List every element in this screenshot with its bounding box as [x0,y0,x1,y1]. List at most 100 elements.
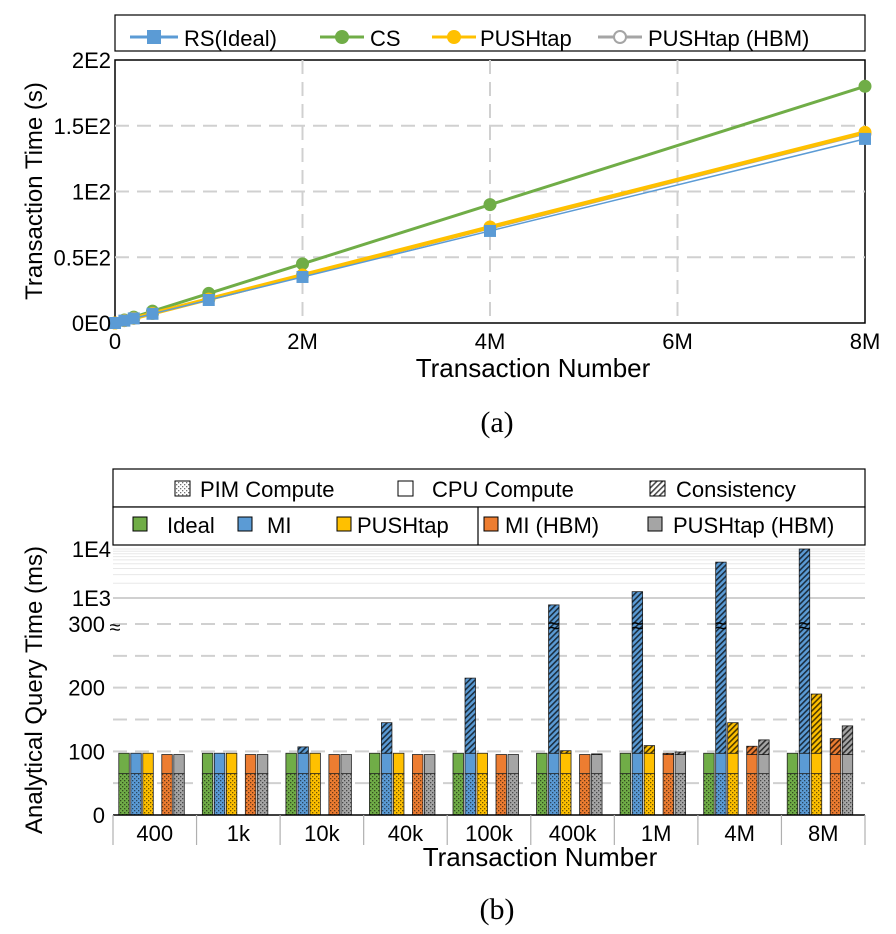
bar-cpu [381,752,393,775]
x-tick-label: 4M [724,821,755,846]
bar-cpu [703,752,715,775]
bar-consistency-pattern [297,746,309,754]
bar-pim-pattern [424,773,435,815]
bar-cpu [715,752,727,775]
bar-cpu [643,752,656,775]
bar-cpu [161,754,173,775]
x-tick-label: 6M [662,329,693,354]
bar-pim-pattern [161,773,173,815]
chart-a-x-ticks: 0 2M 4M 6M 8M [109,329,880,354]
bar-cpu [369,752,381,775]
bar-cpu [256,754,269,775]
x-tick-label: 100k [465,821,514,846]
bar-series-ideal [118,752,799,816]
bar-pim-pattern [703,773,715,815]
y-tick-label: 100 [68,739,105,764]
data-point [127,312,140,325]
bar-series-pushtap [142,693,823,816]
data-point [859,132,871,145]
bar-consistency-pattern [727,722,739,754]
bar-pim-pattern [644,773,655,815]
bar-pim-pattern [727,773,739,815]
y-tick-label: 1E4 [72,537,111,562]
y-tick-label: 0E0 [72,311,111,336]
chart-a-y-ticks: 0E0 0.5E2 1E2 1.5E2 2E2 [54,48,112,336]
bar-pim-pattern [715,773,727,815]
bar-cpu [674,754,687,775]
bar-pim-pattern [799,773,810,815]
bar-pim-pattern [620,773,631,815]
bar-cpu [579,754,591,775]
chart-b-query-time: PIM Compute CPU Compute Consistency Idea… [21,468,866,926]
bar-cpu [476,752,488,775]
legend-swatch-pushtap-hbm [647,516,663,532]
bar-cpu [297,752,309,775]
bar-consistency-pattern [632,591,643,754]
bar-pim-pattern [536,773,548,815]
bar-cpu [841,754,854,775]
x-tick-label: 1M [641,821,672,846]
legend-swatch-pushtap [336,516,352,532]
bar-pim-pattern [591,773,603,815]
legend-swatch-dots [174,480,191,497]
legend-label-pushtap-b: PUSHtap [357,513,449,538]
y-tick-label: 1E3 [72,586,111,611]
legend-label-mi: MI [267,513,291,538]
bar-pim-pattern [787,773,798,815]
bar-consistency-pattern [663,753,674,755]
bar-pim-pattern [579,773,591,815]
bar-pim-pattern [508,773,519,815]
x-tick-label: 8M [850,329,881,354]
bar-cpu [213,752,226,775]
chart-a-y-axis-label: Transaction Time (s) [21,82,48,300]
legend-item-cpu-compute: CPU Compute [397,477,574,502]
x-tick-label: 1k [227,821,251,846]
bar-consistency-pattern [548,604,560,754]
legend-item-pushtap-b: PUSHtap [336,513,449,538]
bar-pim-pattern [758,773,770,815]
bar-consistency-pattern [799,549,810,754]
legend-item-cs: CS [320,26,401,51]
bar-pim-pattern [142,773,154,815]
legend-item-ideal: Ideal [132,513,215,538]
bar-cpu [309,752,321,775]
chart-b-x-ticks: 400 1k 10k 40k 100k 400k 1M 4M 8M [112,815,866,846]
legend-item-pim-compute: PIM Compute [174,477,335,502]
y-tick-label: 300 [68,612,105,637]
x-tick-label: 40k [388,821,424,846]
data-point [118,314,131,327]
legend-marker-hollow-circle [613,30,627,44]
bar-cpu [495,754,507,775]
bar-cpu [786,752,799,775]
bar-pim-pattern [477,773,488,815]
bar-pim-pattern [369,773,380,815]
bar-pim-pattern [297,773,309,815]
bar-cpu [548,752,560,775]
data-point [483,198,497,212]
bar-cpu [328,754,340,775]
y-tick-label: 200 [68,676,105,701]
y-tick-label: 1.5E2 [54,114,112,139]
bar-consistency-pattern [842,725,853,755]
bar-cpu [810,752,823,775]
chart-a-x-axis-label: Transaction Number [416,353,651,383]
bar-cpu [536,752,548,775]
legend-swatch-mi-hbm [483,516,499,532]
bar-pim-pattern [393,773,404,815]
bar-pim-pattern [746,773,758,815]
bar-cpu [225,752,238,775]
bar-pim-pattern [214,773,225,815]
legend-item-mi: MI [237,513,291,538]
legend-label-cpu-compute: CPU Compute [432,477,574,502]
legend-swatch-plain [397,480,414,497]
bar-cpu [758,754,770,775]
legend-swatch-ideal [132,516,148,532]
bar-cpu [173,754,185,775]
legend-label-pushtap: PUSHtap [480,26,572,51]
bar-pim-pattern [173,773,185,815]
bar-consistency-pattern [644,745,655,754]
bar-cpu [130,752,142,775]
chart-b-grid [113,548,865,785]
legend-label-ideal: Ideal [167,513,215,538]
legend-swatch-hatch [649,480,666,497]
